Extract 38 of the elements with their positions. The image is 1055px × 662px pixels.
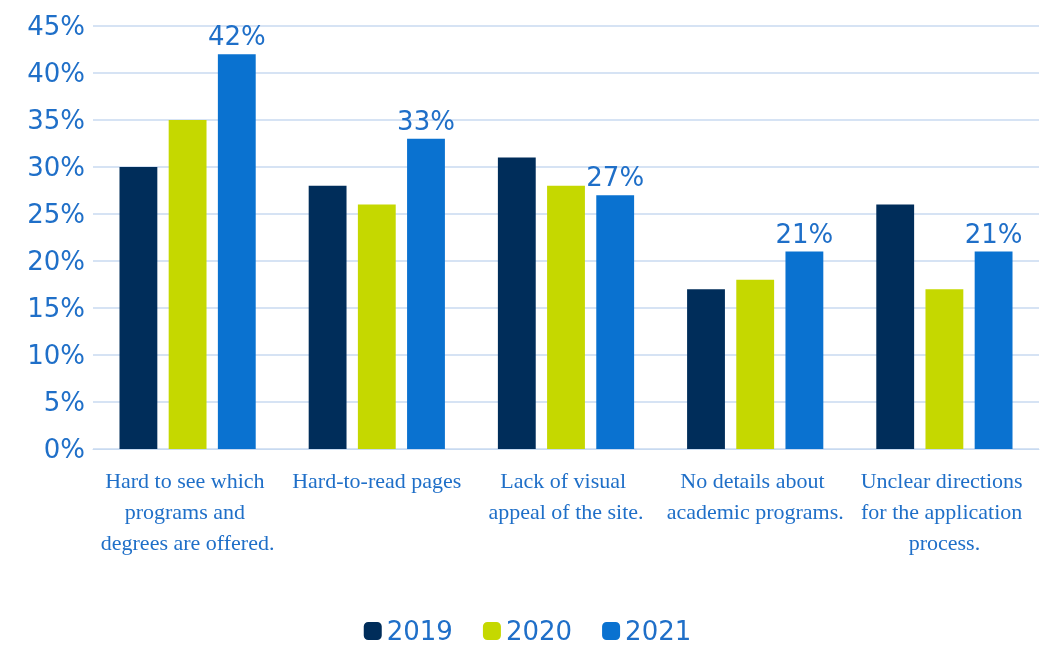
y-tick-label: 45% — [27, 11, 85, 41]
data-label: 21% — [964, 218, 1023, 249]
bar — [687, 289, 725, 449]
bar — [925, 289, 964, 449]
legend-label: 2021 — [625, 616, 692, 646]
y-tick-label: 20% — [27, 246, 85, 276]
x-tick-label: Hard to see which programs and degrees are offered. — [100, 468, 275, 555]
x-tick-label: No details about academic programs. — [666, 468, 844, 524]
y-tick-label: 30% — [27, 152, 85, 182]
bar — [785, 251, 824, 449]
bar — [876, 204, 915, 449]
bar — [217, 54, 256, 449]
x-tick-label: Lack of visual appeal of the site. — [488, 468, 644, 524]
y-tick-label: 10% — [27, 340, 85, 370]
y-tick-label: 5% — [43, 387, 85, 417]
bar — [736, 279, 775, 449]
y-tick-label: 15% — [27, 293, 85, 323]
bar — [357, 204, 396, 449]
y-tick-label: 40% — [27, 58, 85, 88]
bar — [974, 251, 1013, 449]
y-tick-label: 25% — [27, 199, 85, 229]
bar — [308, 185, 347, 449]
bar — [596, 195, 635, 449]
legend-label: 2020 — [505, 616, 573, 646]
bar — [497, 157, 536, 449]
data-label: 42% — [207, 21, 266, 52]
y-tick-label: 0% — [43, 434, 85, 464]
bar — [407, 138, 445, 449]
y-tick-label: 35% — [27, 105, 85, 135]
bar — [547, 185, 585, 449]
data-label: 27% — [586, 162, 645, 193]
data-label: 33% — [397, 105, 455, 136]
x-tick-label: Unclear directions for the application process. — [860, 468, 1029, 555]
bar — [119, 167, 158, 449]
bar — [168, 120, 207, 449]
data-label: 21% — [775, 218, 834, 249]
x-tick-label: Hard-to-read pages — [292, 468, 462, 493]
legend-label: 2019 — [386, 616, 453, 646]
